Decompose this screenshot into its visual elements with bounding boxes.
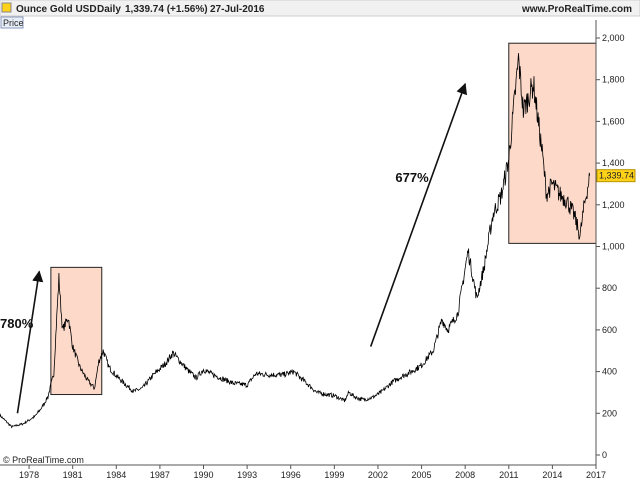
y-tick-label: 1,400: [602, 158, 625, 168]
x-tick-label: 1999: [324, 470, 344, 480]
instrument-name: Ounce Gold USD: [16, 4, 97, 15]
price-tag: 1,339.74: [596, 169, 636, 183]
panel-label: Price: [3, 18, 24, 28]
y-tick-label: 1,600: [602, 116, 625, 126]
x-tick-label: 1996: [281, 470, 301, 480]
x-tick-label: 2005: [412, 470, 432, 480]
y-tick-label: 1,200: [602, 200, 625, 210]
y-tick-label: 600: [602, 325, 617, 335]
x-axis-ticks: 1978 1981 1984 1987 1990 1993 1996 1999 2002 2005…: [19, 465, 606, 480]
gain-annotation-1: 780%: [0, 316, 34, 331]
quote-label: 1,339.74 (+1.56%): [125, 4, 208, 15]
price-series-line: [0, 53, 591, 429]
date-label: 27-Jul-2016: [210, 4, 265, 15]
y-tick-label: 400: [602, 367, 617, 377]
period-label: Daily: [97, 4, 121, 15]
price-tag-value: 1,339.74: [599, 171, 634, 181]
price-tag-background: [596, 169, 636, 183]
gain-annotation-2: 677%: [395, 170, 429, 185]
plot-area: 780% 677%: [0, 42, 597, 429]
y-tick-label: 0: [602, 450, 607, 460]
highlight-box-2: [508, 42, 597, 244]
x-tick-label: 1990: [193, 470, 213, 480]
x-tick-label: 1993: [237, 470, 257, 480]
y-tick-label: 1,800: [602, 75, 625, 85]
trend-arrow-1: [16, 270, 44, 414]
x-tick-label: 1984: [106, 470, 126, 480]
x-tick-label: 2014: [542, 470, 562, 480]
x-tick-label: 1981: [63, 470, 83, 480]
footer-copyright: © ProRealTime.com: [3, 455, 84, 465]
y-tick-label: 200: [602, 408, 617, 418]
x-tick-label: 2008: [455, 470, 475, 480]
site-label: www.ProRealTime.com: [521, 4, 632, 15]
header-swatch: [1, 2, 12, 13]
y-tick-label: 2,000: [602, 33, 625, 43]
x-tick-label: 2002: [368, 470, 388, 480]
y-axis-ticks: 0 200 400 600 800 1,000 1,200 1,400 1,600 1,800 2,…: [596, 33, 625, 460]
x-tick-label: 2017: [586, 470, 606, 480]
x-tick-label: 1978: [19, 470, 39, 480]
trend-arrow-2: [369, 82, 468, 347]
y-tick-label: 800: [602, 283, 617, 293]
header-bar: [0, 0, 640, 17]
x-tick-label: 1987: [150, 470, 170, 480]
y-tick-label: 1,000: [602, 242, 625, 252]
x-tick-label: 2011: [499, 470, 518, 480]
panel-label-tab[interactable]: [0, 16, 24, 29]
